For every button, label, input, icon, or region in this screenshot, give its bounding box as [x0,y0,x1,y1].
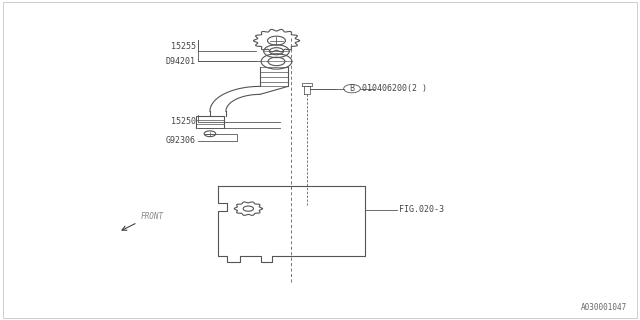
Text: 010406200(2 ): 010406200(2 ) [362,84,428,93]
Text: G92306: G92306 [166,136,196,145]
Text: D94201: D94201 [166,57,196,66]
Text: 15250: 15250 [171,117,196,126]
Text: A030001047: A030001047 [581,303,627,312]
Text: FIG.020-3: FIG.020-3 [399,205,444,214]
Text: 15255: 15255 [171,42,196,51]
Text: B: B [349,84,355,93]
Text: FRONT: FRONT [141,212,164,221]
